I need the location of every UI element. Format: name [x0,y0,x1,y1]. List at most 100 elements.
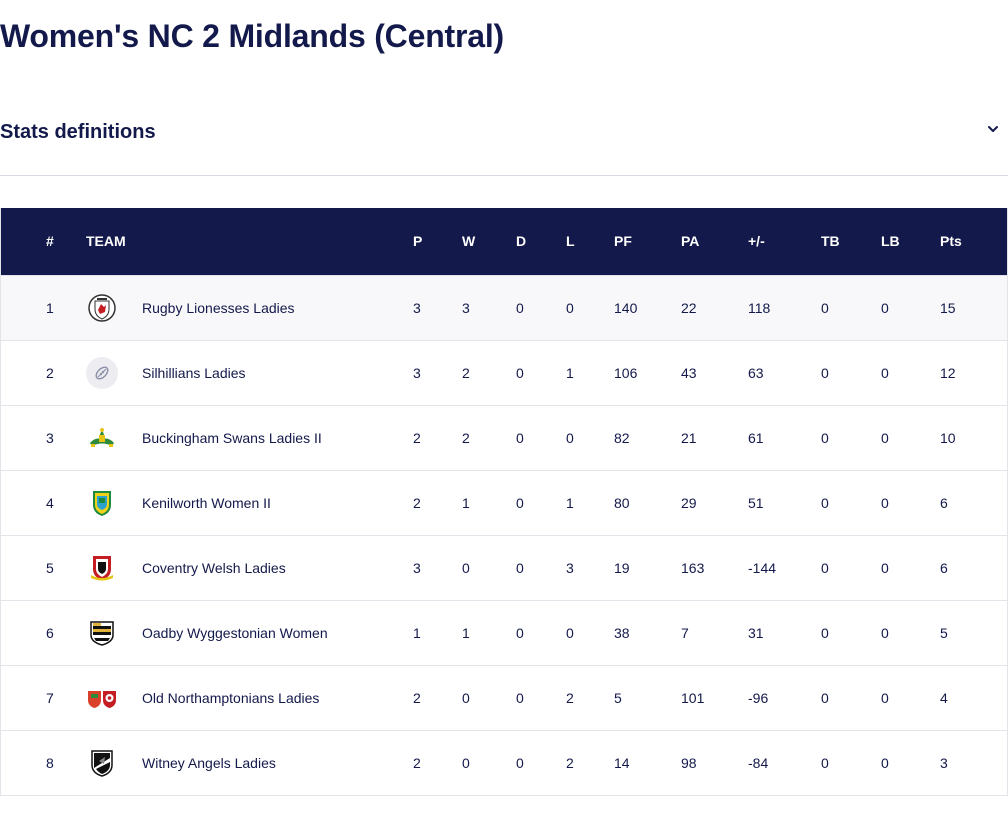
played: 2 [413,495,421,511]
position: 7 [46,690,54,706]
won: 1 [462,625,470,641]
points-for: 140 [614,300,638,316]
losing-bonus: 0 [881,755,889,771]
header-played: P [413,233,423,249]
won: 1 [462,495,470,511]
team-name[interactable]: Old Northamptonians Ladies [142,690,320,706]
points: 12 [940,365,956,381]
position: 1 [46,300,54,316]
points-against: 22 [681,300,697,316]
points-against: 7 [681,625,689,641]
points-difference: 31 [748,625,764,641]
points-difference: 63 [748,365,764,381]
points-difference: 51 [748,495,764,511]
played: 3 [413,300,421,316]
header-lost: L [566,233,575,249]
chevron-down-icon[interactable] [986,122,1000,136]
try-bonus: 0 [821,430,829,446]
points: 10 [940,430,956,446]
try-bonus: 0 [821,690,829,706]
team-name[interactable]: Kenilworth Women II [142,495,271,511]
table-row[interactable]: 1 Rugby Lionesses Ladies 3 3 0 0 140 22 … [1,275,1007,340]
header-losing-bonus: LB [881,233,900,249]
drawn: 0 [516,495,524,511]
team-name[interactable]: Rugby Lionesses Ladies [142,300,295,316]
won: 2 [462,365,470,381]
losing-bonus: 0 [881,365,889,381]
losing-bonus: 0 [881,300,889,316]
rugby-lionesses-crest-icon [86,292,118,324]
won: 0 [462,755,470,771]
played: 2 [413,690,421,706]
page-title: Women's NC 2 Midlands (Central) [0,18,504,54]
position: 3 [46,430,54,446]
table-row[interactable]: 5 Coventry Welsh Ladies 3 0 0 3 19 163 -… [1,535,1007,600]
buckingham-swans-crest-icon [86,422,118,454]
lost: 2 [566,755,574,771]
stats-definitions-toggle[interactable]: Stats definitions [0,112,1008,152]
team-name[interactable]: Witney Angels Ladies [142,755,276,771]
drawn: 0 [516,625,524,641]
try-bonus: 0 [821,560,829,576]
header-points: Pts [940,233,962,249]
losing-bonus: 0 [881,625,889,641]
try-bonus: 0 [821,300,829,316]
won: 3 [462,300,470,316]
played: 2 [413,755,421,771]
table-row[interactable]: 7 Old Northamptonians Ladies 2 0 0 2 5 1… [1,665,1007,730]
header-won: W [462,233,476,249]
points-for: 82 [614,430,630,446]
team-name[interactable]: Coventry Welsh Ladies [142,560,286,576]
points: 5 [940,625,948,641]
lost: 2 [566,690,574,706]
points-for: 80 [614,495,630,511]
try-bonus: 0 [821,365,829,381]
header-points-difference: +/- [748,233,765,249]
won: 0 [462,690,470,706]
position: 4 [46,495,54,511]
points-for: 38 [614,625,630,641]
points-for: 5 [614,690,622,706]
points-difference: 118 [748,300,771,316]
position: 6 [46,625,54,641]
points-against: 101 [681,690,705,706]
drawn: 0 [516,560,524,576]
lost: 0 [566,625,574,641]
table-row[interactable]: 3 Buckingham Swans Ladies II 2 2 0 0 82 … [1,405,1007,470]
coventry-welsh-crest-icon [86,552,118,584]
league-table: # TEAM P W D L PF PA +/- TB LB Pts 1 Rug… [0,208,1008,796]
played: 1 [413,625,421,641]
header-position: # [46,233,54,249]
header-try-bonus: TB [821,233,840,249]
header-drawn: D [516,233,527,249]
header-points-for: PF [614,233,632,249]
kenilworth-crest-icon [86,487,118,519]
team-name[interactable]: Silhillians Ladies [142,365,246,381]
points-against: 43 [681,365,697,381]
points: 6 [940,560,948,576]
losing-bonus: 0 [881,495,889,511]
points-difference: -144 [748,560,777,576]
lost: 3 [566,560,574,576]
points-against: 163 [681,560,705,576]
team-name[interactable]: Buckingham Swans Ladies II [142,430,322,446]
team-name[interactable]: Oadby Wyggestonian Women [142,625,328,641]
played: 3 [413,560,421,576]
drawn: 0 [516,690,524,706]
points-difference: -96 [748,690,769,706]
position: 5 [46,560,54,576]
points: 15 [940,300,956,316]
drawn: 0 [516,365,524,381]
points: 4 [940,690,948,706]
table-row[interactable]: 6 Oadby Wyggestonian Women 1 1 0 0 38 7 … [1,600,1007,665]
points-difference: 61 [748,430,764,446]
drawn: 0 [516,755,524,771]
stats-definitions-label: Stats definitions [0,121,156,143]
points-difference: -84 [748,755,769,771]
table-row[interactable]: 2 Silhillians Ladies 3 2 0 1 106 43 63 0… [1,340,1007,405]
points-against: 29 [681,495,697,511]
points-against: 21 [681,430,697,446]
table-row[interactable]: 4 Kenilworth Women II 2 1 0 1 80 29 51 0… [1,470,1007,535]
table-row[interactable]: 8 Witney Angels Ladies 2 0 0 2 14 98 -84… [1,730,1007,795]
losing-bonus: 0 [881,690,889,706]
